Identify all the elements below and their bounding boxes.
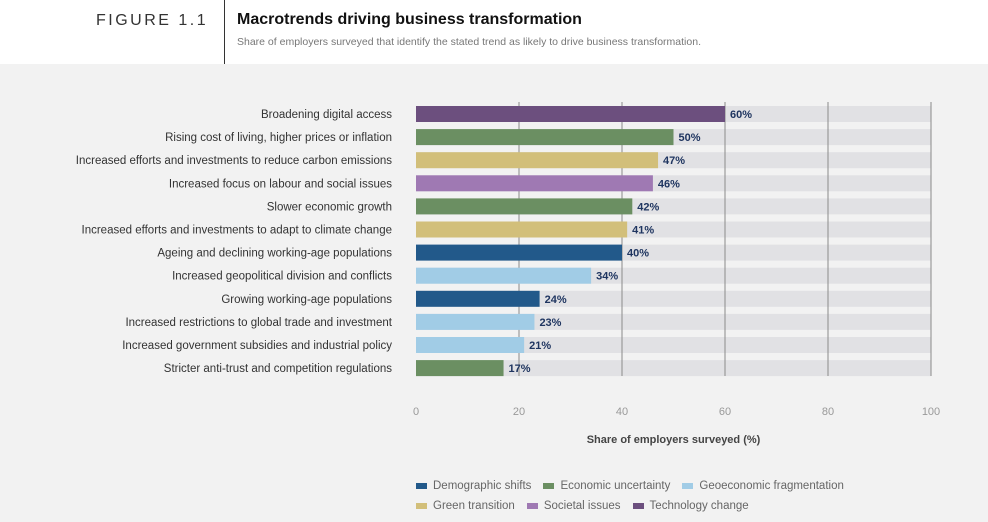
legend: Demographic shifts Economic uncertainty Ge… xyxy=(416,476,976,516)
legend-item: Green transition xyxy=(416,500,515,512)
value-label: 17% xyxy=(509,363,531,375)
bar xyxy=(416,198,633,215)
value-label: 50% xyxy=(679,132,701,144)
bar-chart: Broadening digital access 60% Rising cost … xyxy=(76,102,940,446)
chart-panel: Broadening digital access 60% Rising cost … xyxy=(0,64,988,522)
category-label: Increased efforts and investments to ada… xyxy=(82,225,392,237)
legend-label: Economic uncertainty xyxy=(560,480,671,492)
figure-label: FIGURE 1.1 xyxy=(96,12,209,29)
bar xyxy=(416,337,525,353)
legend-item: Economic uncertainty xyxy=(543,480,670,492)
legend-item: Demographic shifts xyxy=(416,480,531,492)
bar-track xyxy=(416,290,931,307)
bar xyxy=(416,221,628,238)
bar-track xyxy=(416,360,931,377)
legend-swatch xyxy=(416,483,427,489)
legend-row: Green transition Societal issues Technolog… xyxy=(416,496,976,516)
category-label: Broadening digital access xyxy=(261,109,392,121)
bar xyxy=(416,313,535,330)
bar-track xyxy=(416,313,931,330)
legend-label: Technology change xyxy=(649,500,749,512)
x-tick-label: 20 xyxy=(513,406,525,418)
value-label: 60% xyxy=(730,109,752,121)
legend-swatch xyxy=(682,483,694,489)
legend-label: Demographic shifts xyxy=(433,480,532,492)
value-label: 42% xyxy=(637,201,659,213)
category-label: Increased restrictions to global trade a… xyxy=(125,317,392,329)
value-label: 23% xyxy=(539,317,561,329)
legend-row: Demographic shifts Economic uncertainty Ge… xyxy=(416,476,976,496)
category-label: Stricter anti-trust and competition regu… xyxy=(164,363,392,375)
category-label: Increased focus on labour and social iss… xyxy=(169,178,392,190)
value-label: 24% xyxy=(545,294,567,306)
legend-label: Societal issues xyxy=(543,500,621,512)
bar xyxy=(416,175,653,192)
legend-label: Geoeconomic fragmentation xyxy=(699,480,844,492)
legend-swatch xyxy=(526,503,538,509)
legend-item: Geoeconomic fragmentation xyxy=(682,480,844,492)
bar xyxy=(416,244,622,261)
legend-swatch xyxy=(416,503,427,509)
header-divider xyxy=(224,0,225,64)
bar xyxy=(416,290,540,307)
legend-label: Green transition xyxy=(433,500,515,512)
category-label: Increased geopolitical division and conf… xyxy=(172,271,392,283)
x-tick-label: 100 xyxy=(922,406,940,418)
value-label: 21% xyxy=(529,340,551,352)
category-label: Increased government subsidies and indus… xyxy=(122,340,392,352)
x-axis-title: Share of employers surveyed (%) xyxy=(587,434,761,446)
bar xyxy=(416,267,592,284)
value-label: 47% xyxy=(663,155,685,167)
legend-item: Societal issues xyxy=(526,500,621,512)
bar xyxy=(416,129,674,146)
legend-swatch xyxy=(543,483,555,489)
chart-title: Macrotrends driving business transformat… xyxy=(237,11,582,28)
bar-track xyxy=(416,337,931,353)
value-label: 41% xyxy=(632,225,654,237)
figure-header: FIGURE 1.1 Macrotrends driving business … xyxy=(0,0,988,64)
category-label: Rising cost of living, higher prices or … xyxy=(165,132,392,144)
value-label: 34% xyxy=(596,271,618,283)
category-label: Slower economic growth xyxy=(267,201,392,213)
x-tick-label: 80 xyxy=(822,406,834,418)
category-label: Ageing and declining working-age populat… xyxy=(157,248,392,260)
x-tick-label: 60 xyxy=(719,406,731,418)
category-label: Increased efforts and investments to red… xyxy=(76,155,392,167)
legend-swatch xyxy=(632,503,644,509)
value-label: 46% xyxy=(658,178,680,190)
x-tick-label: 0 xyxy=(413,406,419,418)
chart-subtitle: Share of employers surveyed that identif… xyxy=(237,36,701,48)
x-tick-label: 40 xyxy=(616,406,628,418)
bar xyxy=(416,106,725,122)
bar xyxy=(416,152,659,169)
legend-item: Technology change xyxy=(632,500,749,512)
category-label: Growing working-age populations xyxy=(221,294,392,306)
bar xyxy=(416,360,504,377)
value-label: 40% xyxy=(627,248,649,260)
